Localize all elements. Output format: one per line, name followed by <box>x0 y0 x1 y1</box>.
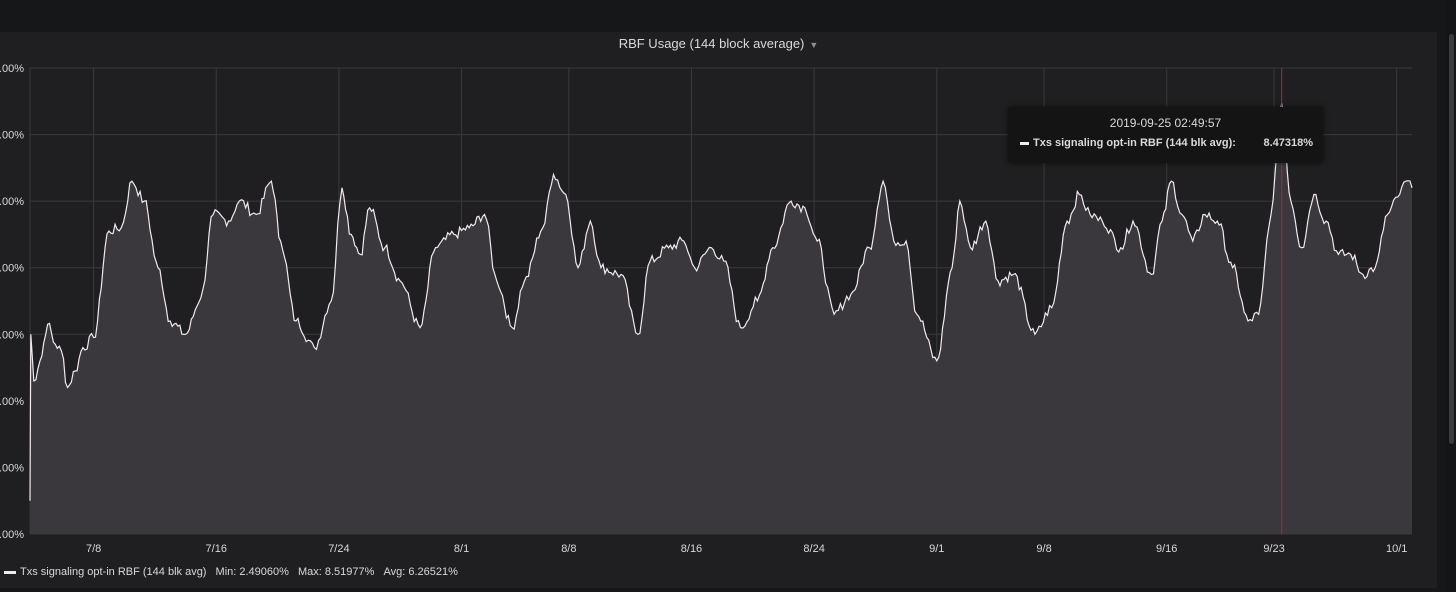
scrollbar[interactable] <box>1446 0 1456 592</box>
chart-svg[interactable]: .00% .00% .00% .00% .00% .00% .00% .00% 7/8 7/16… <box>0 32 1437 592</box>
hover-tooltip: 2019-09-25 02:49:57 Txs signaling opt-in… <box>1008 107 1323 163</box>
legend-max: Max: 8.51977% <box>297 566 375 578</box>
x-tick-label: 9/16 <box>1156 543 1177 555</box>
legend-series-swatch[interactable] <box>4 570 16 574</box>
y-tick-label: .00% <box>0 529 24 541</box>
x-tick-label: 9/8 <box>1036 543 1051 555</box>
tooltip-value: 8.47318% <box>1263 137 1313 149</box>
x-tick-label: 9/1 <box>929 543 944 555</box>
panel-title: RBF Usage (144 block average) <box>618 36 805 51</box>
x-tick-label: 8/16 <box>681 543 702 555</box>
y-tick-label: .00% <box>0 63 24 75</box>
x-tick-label: 7/24 <box>328 543 349 555</box>
panel-title-menu[interactable]: RBF Usage (144 block average) ▼ <box>0 36 1437 56</box>
y-tick-label: .00% <box>0 396 24 408</box>
tooltip-series-swatch <box>1020 141 1029 145</box>
x-tick-label: 10/1 <box>1386 543 1407 555</box>
x-tick-label: 8/8 <box>561 543 576 555</box>
tooltip-row: Txs signaling opt-in RBF (144 blk avg): … <box>1020 137 1313 153</box>
x-tick-label: 8/24 <box>803 543 824 555</box>
x-tick-label: 8/1 <box>454 543 469 555</box>
y-tick-label: .00% <box>0 462 24 474</box>
y-axis-ticks: .00% .00% .00% .00% .00% .00% .00% .00% <box>0 63 24 541</box>
series-area <box>30 103 1412 535</box>
legend-avg: Avg: 6.26521% <box>383 566 458 578</box>
legend-min: Min: 2.49060% <box>215 566 289 578</box>
y-tick-label: .00% <box>0 196 24 208</box>
legend: Txs signaling opt-in RBF (144 blk avg) M… <box>4 566 458 578</box>
x-axis-ticks: 7/8 7/16 7/24 8/1 8/8 8/16 8/24 9/1 9/8 9/16 9/23 1… <box>86 543 1407 555</box>
x-tick-label: 7/8 <box>86 543 101 555</box>
legend-series-name[interactable]: Txs signaling opt-in RBF (144 blk avg) <box>20 566 207 578</box>
series-line <box>29 103 1413 501</box>
x-tick-label: 9/23 <box>1263 543 1284 555</box>
tooltip-time: 2019-09-25 02:49:57 <box>1109 116 1222 130</box>
scrollbar-thumb[interactable] <box>1449 34 1454 444</box>
y-tick-label: .00% <box>0 329 24 341</box>
tooltip-series-name: Txs signaling opt-in RBF (144 blk avg): <box>1033 137 1236 149</box>
x-tick-label: 7/16 <box>206 543 227 555</box>
y-tick-label: .00% <box>0 130 24 142</box>
y-tick-label: .00% <box>0 263 24 275</box>
chevron-down-icon[interactable]: ▼ <box>809 39 819 50</box>
